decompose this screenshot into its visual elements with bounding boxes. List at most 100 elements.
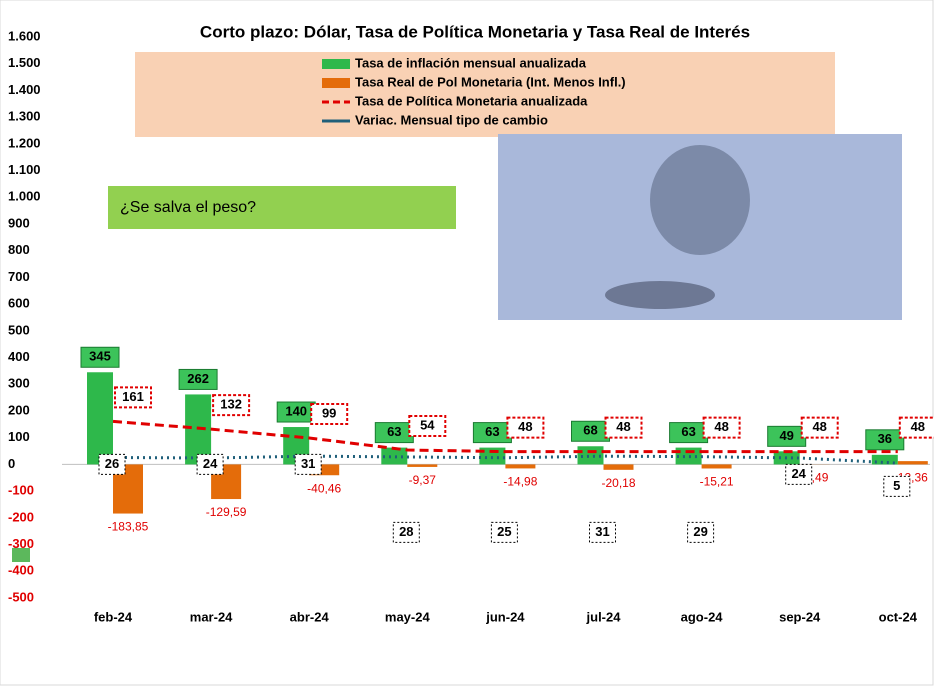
y-tick-label: -200 — [8, 509, 34, 524]
label-box — [98, 453, 126, 475]
x-tick-label: feb-24 — [94, 609, 133, 624]
data-label: 54 — [420, 417, 435, 432]
x-tick-label: ago-24 — [681, 609, 724, 624]
data-label: -14,98 — [503, 475, 537, 489]
data-label: 132 — [220, 397, 242, 412]
data-label: 31 — [595, 524, 609, 539]
y-tick-label: 100 — [8, 429, 30, 444]
label-box — [687, 521, 715, 543]
label-box — [294, 453, 322, 475]
label-box — [408, 415, 447, 438]
data-label: 28 — [399, 524, 413, 539]
data-label: 262 — [187, 371, 209, 386]
annotation-box — [108, 186, 456, 229]
bar — [309, 464, 340, 476]
y-tick-label: 900 — [8, 215, 30, 230]
legend-swatch — [322, 59, 350, 69]
data-label: 5 — [893, 478, 900, 493]
bar — [701, 464, 732, 469]
stray-box — [12, 548, 30, 562]
data-label: -40,46 — [307, 481, 341, 495]
y-tick-label: 400 — [8, 349, 30, 364]
data-label: 25 — [497, 524, 511, 539]
y-tick-label: 200 — [8, 402, 30, 417]
x-tick-label: abr-24 — [290, 609, 330, 624]
x-tick-label: oct-24 — [879, 609, 918, 624]
y-tick-label: 1.500 — [8, 55, 41, 70]
data-label: 48 — [812, 419, 826, 434]
data-label: 48 — [518, 419, 532, 434]
data-label: 48 — [911, 419, 925, 434]
label-box — [898, 416, 934, 439]
legend-swatch — [322, 78, 350, 88]
y-tick-label: -500 — [8, 589, 34, 604]
y-tick-label: 600 — [8, 296, 30, 311]
data-label: 26 — [105, 456, 119, 471]
data-label: 140 — [285, 403, 307, 418]
annotation: ¿Se salva el peso? — [120, 199, 256, 216]
legend-label: Tasa de inflación mensual anualizada — [355, 55, 587, 70]
label-box — [506, 416, 545, 439]
data-label: -129,59 — [206, 505, 247, 519]
bar — [603, 464, 634, 470]
label-box — [702, 416, 741, 439]
y-tick-label: 1.300 — [8, 109, 41, 124]
bar — [505, 464, 536, 469]
data-label: 63 — [485, 424, 499, 439]
data-label: 24 — [203, 456, 218, 471]
data-label: 99 — [322, 405, 336, 420]
data-label: -9,37 — [409, 473, 437, 487]
bar — [87, 372, 113, 465]
x-tick-label: jul-24 — [586, 609, 622, 624]
data-label: 49 — [779, 428, 793, 443]
y-tick-label: -300 — [8, 536, 34, 551]
y-tick-label: 800 — [8, 242, 30, 257]
bar — [407, 464, 438, 467]
label-box — [196, 453, 224, 475]
fx-line — [112, 454, 898, 465]
label-box — [80, 346, 120, 368]
data-label: 29 — [693, 524, 707, 539]
label-box — [589, 521, 616, 543]
data-label: 48 — [714, 419, 728, 434]
y-tick-label: 0 — [8, 456, 15, 471]
y-tick-label: 700 — [8, 269, 30, 284]
chart-title: Corto plazo: Dólar, Tasa de Política Mon… — [200, 22, 750, 41]
data-label: 24 — [791, 466, 806, 481]
x-tick-label: may-24 — [385, 609, 431, 624]
label-box — [310, 402, 349, 425]
bar — [871, 454, 898, 465]
data-label: -15,21 — [700, 475, 734, 489]
y-tick-label: -100 — [8, 483, 34, 498]
x-tick-label: jun-24 — [485, 609, 525, 624]
legend-box — [135, 52, 835, 137]
legend-label: Tasa Real de Pol Monetaria (Int. Menos I… — [355, 74, 626, 89]
bar — [381, 447, 408, 465]
label-box — [392, 521, 420, 543]
legend-label: Variac. Mensual tipo de cambio — [355, 112, 548, 127]
label-box — [114, 386, 152, 409]
label-box — [800, 416, 839, 439]
data-label: 31 — [301, 456, 315, 471]
legend-label: Tasa de Política Monetaria anualizada — [355, 93, 588, 108]
label-box — [178, 368, 218, 390]
bar — [479, 447, 506, 465]
y-tick-label: -400 — [8, 563, 34, 578]
y-tick-label: 1.600 — [8, 28, 41, 43]
genie-figure — [650, 145, 750, 255]
data-label: -183,85 — [108, 520, 149, 534]
lamp — [605, 281, 715, 309]
label-box — [490, 521, 518, 543]
x-tick-label: sep-24 — [779, 609, 821, 624]
label-box — [604, 416, 643, 439]
x-tick-label: mar-24 — [190, 609, 233, 624]
data-label: 68 — [583, 423, 597, 438]
data-label: 48 — [616, 419, 630, 434]
label-box — [865, 429, 905, 451]
bar — [675, 447, 702, 465]
y-tick-label: 1.200 — [8, 135, 41, 150]
y-tick-label: 500 — [8, 322, 30, 337]
data-label: -20,18 — [601, 476, 635, 490]
y-tick-label: 1.400 — [8, 82, 41, 97]
label-box — [212, 394, 251, 417]
